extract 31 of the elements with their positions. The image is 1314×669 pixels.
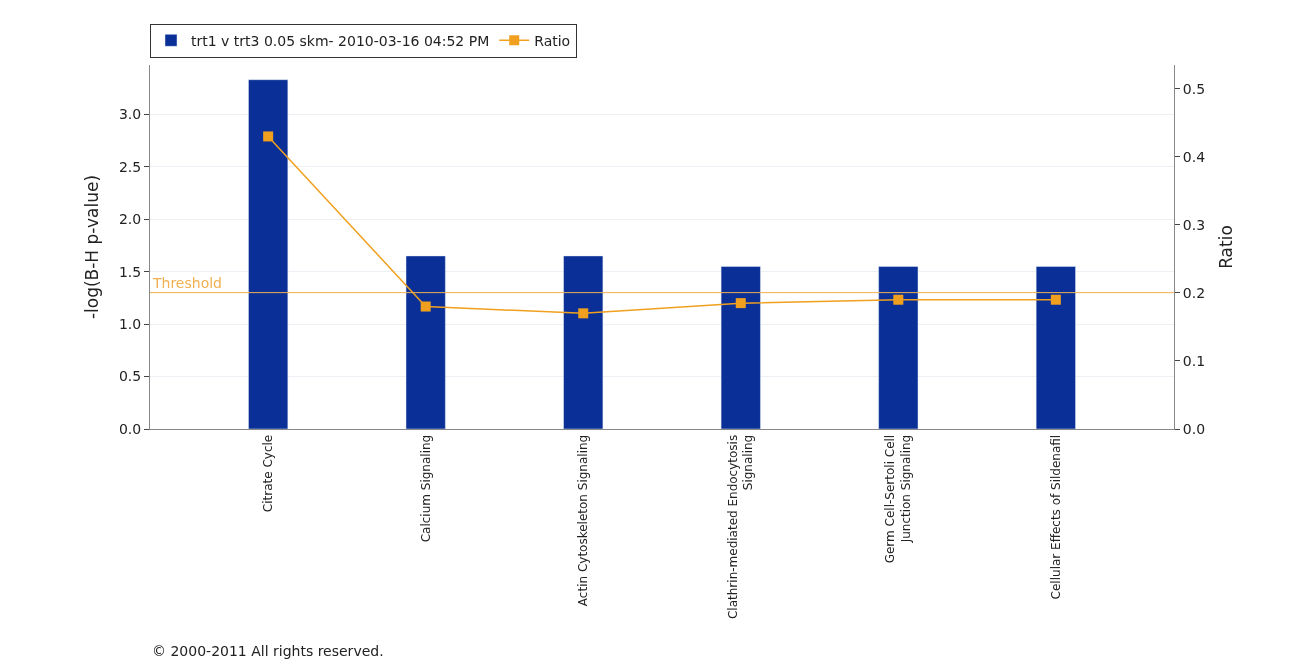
y-tick-label: 1.0 — [118, 316, 142, 332]
y-tick-label: 0.0 — [118, 420, 142, 437]
point — [735, 298, 746, 309]
y-tick-label: 3.0 — [118, 106, 142, 123]
y-axis-title: -log(B-H p-value) — [82, 174, 103, 320]
text: © 2000-2011 All rights reserved. — [152, 643, 384, 659]
point — [893, 294, 904, 305]
y2-tick-label: 0.1 — [1182, 352, 1206, 369]
y2-tick-label: 0.4 — [1182, 148, 1206, 165]
y2-tick-label: 0.0 — [1182, 420, 1206, 437]
y2-tick-label: 0.3 — [1182, 216, 1206, 233]
legend-label: Ratio — [534, 32, 571, 49]
y2-tick-label: 0.5 — [1182, 80, 1206, 97]
point — [263, 131, 274, 142]
x-tick-label: Germ Cell-Sertoli Cell Junction Signaling — [883, 434, 914, 564]
ref-line-label: Threshold — [152, 275, 222, 291]
x-tick-label: Actin Cytoskeleton Signaling — [576, 434, 591, 607]
point — [1050, 294, 1061, 305]
y-tick-label: 2.0 — [118, 211, 142, 228]
y-tick-label: 2.5 — [118, 158, 142, 175]
x-tick-label: Calcium Signaling — [418, 434, 433, 543]
legend-label: trt1 v trt3 0.05 skm- 2010-03-16 04:52 PM — [191, 32, 490, 49]
point — [420, 301, 431, 312]
y-tick-label: 0.5 — [118, 368, 142, 385]
point — [578, 308, 589, 319]
x-tick-label: Cellular Effects of Sildenafil — [1048, 434, 1063, 600]
x-tick-label: Citrate Cycle — [261, 434, 276, 513]
y2-tick-label: 0.2 — [1182, 284, 1206, 301]
y-tick-label: 1.5 — [118, 263, 142, 280]
y2-axis-title: Ratio — [1215, 225, 1236, 269]
x-tick-label: Clathrin-mediated Endocytosis Signaling — [725, 434, 756, 620]
